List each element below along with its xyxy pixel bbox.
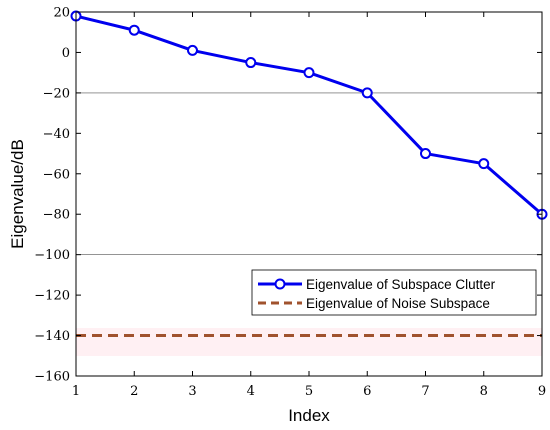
y-tick-label: −160	[34, 370, 70, 385]
y-tick-label: −80	[43, 208, 70, 223]
series-layer	[70, 10, 548, 338]
x-tick-label: 6	[363, 384, 371, 399]
legend-label-noise: Eigenvalue of Noise Subspace	[306, 296, 490, 311]
plot-area	[76, 12, 542, 376]
x-tick-label: 8	[480, 384, 488, 399]
legend: Eigenvalue of Subspace Clutter Eigenvalu…	[251, 269, 537, 316]
y-tick-label: −40	[43, 127, 70, 142]
data-point-clutter	[478, 158, 490, 170]
data-point-clutter	[303, 67, 315, 79]
y-axis-label: Eigenvalue/dB	[8, 139, 27, 249]
grid-lines	[76, 92, 542, 255]
data-point-clutter	[420, 148, 431, 160]
x-tick-label: 3	[188, 384, 196, 399]
y-tick-label: −60	[43, 167, 70, 182]
y-tick-label: −100	[34, 248, 70, 263]
x-tick-label: 4	[247, 384, 255, 399]
data-point-clutter	[245, 57, 257, 69]
x-tick-label: 1	[72, 384, 80, 399]
tick-layer: 1 2 3 4 5 6 7 8 9 20 0 −20 −40 −60 −80 −100 −120 −140 −160	[34, 6, 546, 400]
y-tick-label: 20	[53, 6, 70, 21]
legend-marker-clutter	[274, 278, 286, 290]
legend-label-clutter: Eigenvalue of Subspace Clutter	[306, 277, 496, 292]
data-point-clutter	[187, 44, 198, 56]
y-tick-label: 0	[62, 46, 70, 61]
x-tick-label: 7	[421, 384, 429, 399]
legend-box	[251, 269, 537, 316]
x-tick-label: 9	[538, 384, 546, 399]
y-tick-label: −140	[34, 329, 70, 344]
data-point-clutter	[361, 87, 373, 99]
y-tick-label: −120	[34, 289, 70, 304]
x-tick-label: 5	[305, 384, 313, 399]
y-tick-label: −20	[43, 86, 70, 101]
x-axis-label: Index	[288, 406, 330, 425]
x-tick-label: 2	[130, 384, 138, 399]
data-point-clutter	[128, 24, 140, 36]
noise-band-shade	[76, 328, 542, 356]
